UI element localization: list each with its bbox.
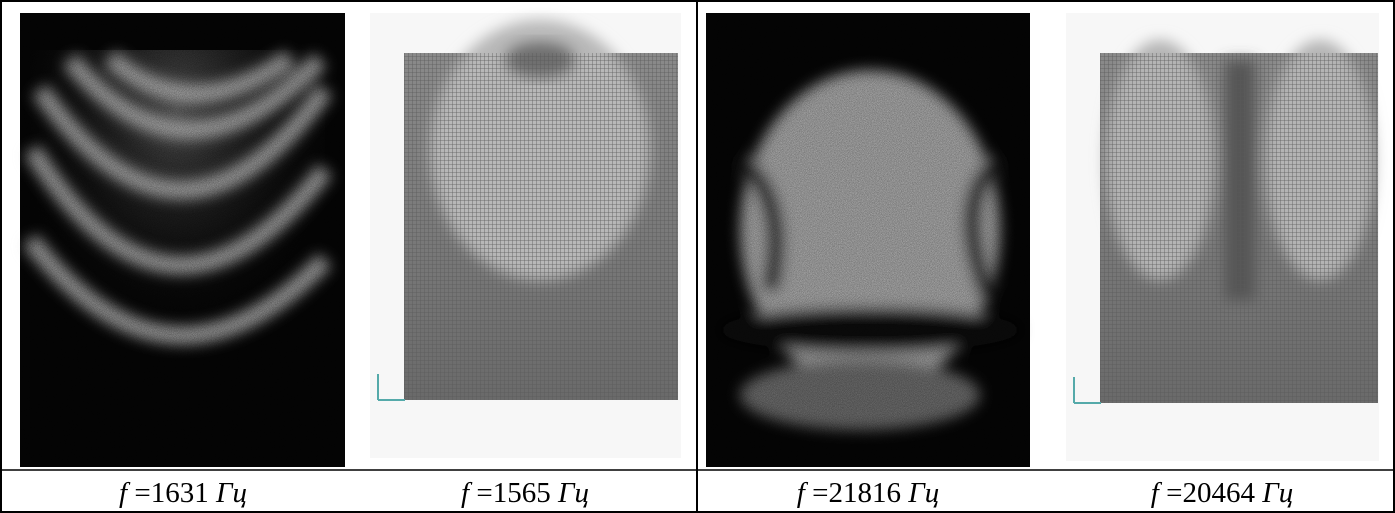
caption-symbol: f: [797, 477, 809, 509]
caption-value: 1565: [493, 477, 551, 509]
caption: f =20464 Гц: [1151, 477, 1293, 509]
caption-symbol: f: [119, 477, 131, 509]
caption-value: 21816: [828, 477, 901, 509]
caption-relation: =: [476, 477, 492, 509]
caption-relation: =: [812, 477, 828, 509]
caption: f =1565 Гц: [461, 477, 589, 509]
caption-unit: Гц: [1261, 477, 1293, 509]
photo-1: [20, 13, 345, 467]
mesh-2: [1066, 13, 1379, 461]
mesh-1: [370, 13, 681, 458]
caption-value: 20464: [1182, 477, 1255, 509]
caption-symbol: f: [1151, 477, 1163, 509]
caption: f =21816 Гц: [797, 477, 939, 509]
caption-value: 1631: [151, 477, 209, 509]
caption-unit: Гц: [907, 477, 939, 509]
caption-relation: =: [134, 477, 150, 509]
caption-unit: Гц: [215, 477, 247, 509]
caption: f =1631 Гц: [119, 477, 247, 509]
caption-relation: =: [1166, 477, 1182, 509]
caption-symbol: f: [461, 477, 473, 509]
photo-2: [706, 13, 1030, 467]
caption-unit: Гц: [557, 477, 589, 509]
captions: f =1631 Гц f =1565 Гц f =21816 Гц f =20464 …: [119, 477, 1293, 509]
